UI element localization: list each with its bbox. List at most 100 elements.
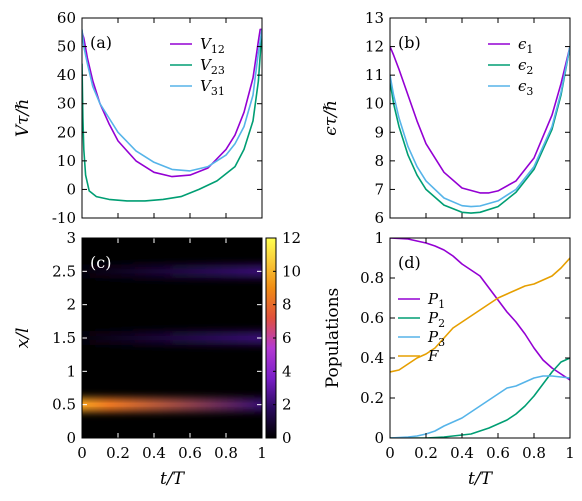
y-tick-label: 1 [66,362,76,380]
y-tick-label: 1 [374,229,384,247]
x-tick-label: 0.6 [486,444,510,462]
plot-frame [389,237,571,439]
y-tick-label: 2.5 [52,262,76,280]
colorbar-tick-label: 0 [282,429,292,447]
y-tick-label: 20 [57,123,76,141]
panel-label: (c) [90,253,111,272]
y-tick-label: 3 [66,229,76,247]
legend-entry: ϵ3 [518,77,533,98]
x-tick-label: 0 [77,444,87,462]
legend-main: V [200,77,213,95]
legend-main: V [200,35,213,53]
y-axis-label: ϵτ/ℏ [321,100,341,136]
x-tick-label: 0.2 [414,444,438,462]
heatmap-band-core [82,402,262,407]
heatmap-band-core [82,336,262,340]
colorbar-tick-label: 10 [282,262,301,280]
x-tick-label: 0.4 [450,444,474,462]
panel-d: 0 0.2 0.4 0.6 0.8 1 0 0.2 0.4 0.6 0.8 1 t/T Populatio… [323,229,575,489]
legend-sub: 1 [526,43,533,56]
legend-sub: 12 [211,43,225,56]
series-line-v23 [82,29,262,202]
legend-main: ϵ [518,35,527,53]
legend-sub: 2 [438,317,445,330]
series-line-ϵ2 [390,46,570,214]
legend-main: P [427,328,439,346]
colorbar-tick-label: 2 [282,396,292,414]
legend-sub: 2 [526,64,533,77]
series-line-ϵ3 [390,46,570,208]
y-tick-label: 0 [66,180,76,198]
x-tick-label: 1 [257,444,267,462]
legend-entry: P1 [427,290,445,311]
legend-sub: 31 [211,85,225,98]
legend-main: V [200,56,213,74]
y-tick-label: 11 [365,66,384,84]
y-tick-label: 0.5 [52,396,76,414]
legend-entry: V23 [200,56,225,77]
series-line-p1 [390,238,570,381]
x-tick-label: 0.8 [522,444,546,462]
y-tick-label: 0.8 [360,269,384,287]
y-tick-label: 0.2 [360,389,384,407]
y-tick-label: 0 [66,429,76,447]
x-axis-label: t/T [468,469,494,489]
plot-frame [389,17,571,219]
y-tick-label: 8 [374,152,384,170]
colorbar-tick-label: 6 [282,329,292,347]
legend-main: P [427,290,439,308]
y-axis-label: x/l [13,328,33,349]
legend-entry: V31 [200,77,225,98]
plot-frame [81,237,263,439]
y-tick-label: 6 [374,209,384,227]
y-tick-label: 60 [57,9,76,27]
legend-sub: 23 [211,64,225,77]
y-tick-label: -10 [52,209,76,227]
panel-c: 0 0.5 1 1.5 2 2.5 3 0 0.2 0.4 0.6 0.8 1 t/T x/l (c) 0 2 4 6… [13,229,301,489]
panel-label: (b) [398,33,421,52]
series-line-p3 [390,375,570,438]
legend-sub: 3 [438,336,445,349]
plot-frame [81,17,263,219]
panel-label: (d) [398,253,421,272]
y-tick-label: 13 [365,9,384,27]
legend-entry: ϵ1 [518,35,533,56]
legend-main: ϵ [518,56,527,74]
y-tick-label: 0.6 [360,309,384,327]
panel-label: (a) [90,33,112,52]
x-tick-label: 0.8 [214,444,238,462]
x-tick-label: 1 [565,444,575,462]
y-axis-label: Vτ/ℏ [13,99,33,137]
series-group [82,28,262,202]
colorbar-tick-label: 4 [282,362,292,380]
y-tick-label: 1.5 [52,329,76,347]
y-tick-label: 7 [374,180,384,198]
colorbar-tick-label: 8 [282,296,292,314]
y-tick-label: 12 [365,38,384,56]
legend-main: ϵ [518,77,527,95]
series-line-ϵ1 [390,46,570,194]
y-tick-label: 0 [374,429,384,447]
series-group [390,46,570,214]
y-tick-label: 10 [365,95,384,113]
y-tick-label: 9 [374,123,384,141]
series-line-v12 [82,28,262,178]
x-tick-label: 0 [385,444,395,462]
x-tick-label: 0.6 [178,444,202,462]
legend-entry: V12 [200,35,225,56]
heatmap-band-core [82,269,262,274]
legend-entry: P2 [427,309,445,330]
legend-entry: ϵ2 [518,56,533,77]
legend-entry: P3 [427,328,445,349]
series-line-v31 [82,29,262,172]
legend-sub: 3 [526,85,533,98]
x-tick-label: 0.4 [142,444,166,462]
y-axis-label: Populations [323,288,343,389]
x-axis-label: t/T [160,469,186,489]
y-tick-label: 0.4 [360,349,384,367]
y-tick-label: 10 [57,152,76,170]
y-tick-label: 40 [57,66,76,84]
series-line-p2 [390,357,570,438]
